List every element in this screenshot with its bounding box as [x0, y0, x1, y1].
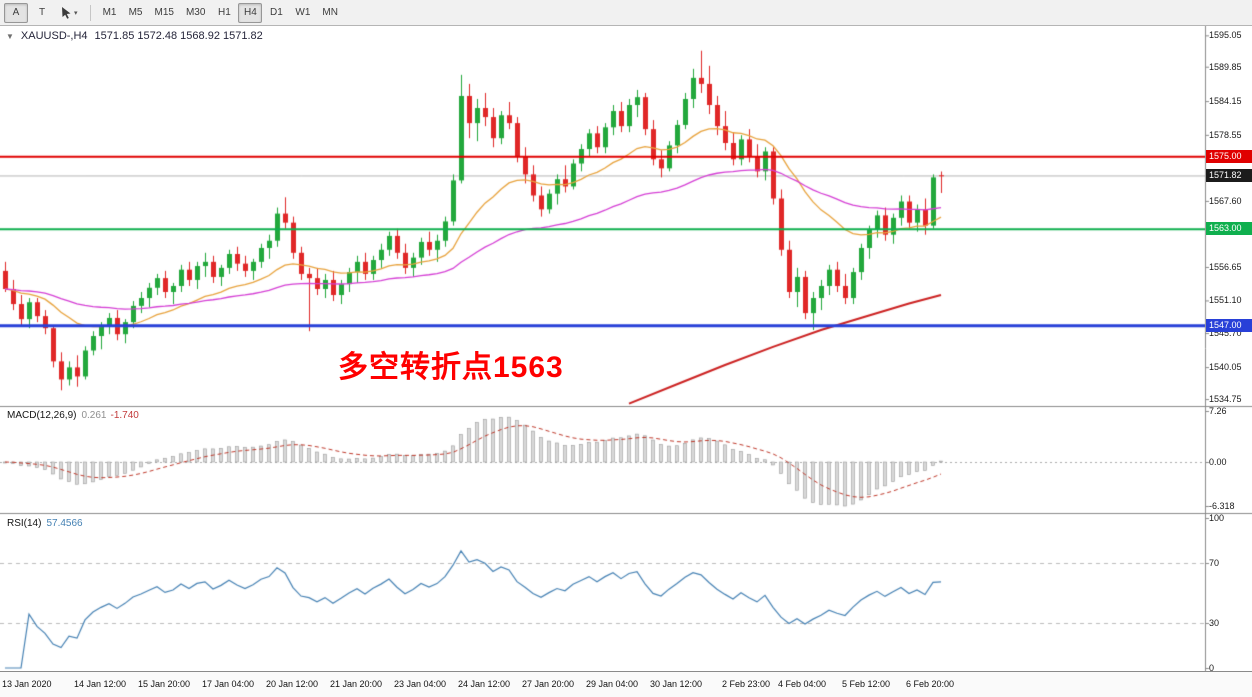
cursor-icon — [62, 6, 71, 19]
toolbar-button-a[interactable]: A — [4, 2, 28, 23]
chart-canvas[interactable] — [0, 26, 1252, 671]
timeframe-button-mn[interactable]: MN — [317, 3, 343, 23]
time-axis-label: 15 Jan 20:00 — [138, 679, 191, 689]
time-axis-label: 5 Feb 12:00 — [842, 679, 891, 689]
rsi-label: RSI(14) 57.4566 — [7, 518, 83, 529]
time-axis-label: 24 Jan 12:00 — [458, 679, 511, 689]
time-axis-label: 4 Feb 04:00 — [778, 679, 827, 689]
time-axis-label: 13 Jan 2020 — [2, 679, 52, 689]
time-axis-label: 29 Jan 04:00 — [586, 679, 639, 689]
time-axis-label: 17 Jan 04:00 — [202, 679, 255, 689]
macd-main-value: 0.261 — [81, 410, 107, 421]
timeframe-group: M1 M5 M15 M30 H1 H4 D1 W1 MN — [98, 2, 343, 23]
chart-annotation-text: 多空转折点1563 — [338, 351, 564, 384]
time-axis-label: 23 Jan 04:00 — [394, 679, 447, 689]
time-axis-label: 6 Feb 20:00 — [906, 679, 955, 689]
time-axis-label: 14 Jan 12:00 — [74, 679, 127, 689]
toolbar-button-t[interactable]: T — [30, 3, 54, 23]
draw-tool-button[interactable]: ▾ — [56, 3, 83, 23]
macd-signal-value: -1.740 — [110, 410, 139, 421]
time-axis-label: 2 Feb 23:00 — [722, 679, 771, 689]
time-axis-label: 30 Jan 12:00 — [650, 679, 703, 689]
rsi-indicator-name: RSI(14) — [7, 518, 42, 529]
ohlc-values: 1571.85 1572.48 1568.92 1571.82 — [94, 30, 263, 42]
time-axis-label: 27 Jan 20:00 — [522, 679, 575, 689]
timeframe-button-m15[interactable]: M15 — [150, 3, 179, 23]
timeframe-button-w1[interactable]: W1 — [290, 3, 315, 23]
macd-label: MACD(12,26,9) 0.261 -1.740 — [7, 410, 139, 421]
symbol-period-label: XAUUSD-,H4 — [20, 30, 88, 42]
timeframe-button-m5[interactable]: M5 — [124, 3, 148, 23]
time-axis[interactable]: 13 Jan 2020 14 Jan 12:00 15 Jan 20:00 17 Ja… — [0, 671, 1252, 697]
timeframe-button-d1[interactable]: D1 — [264, 3, 288, 23]
chevron-down-icon: ▾ — [74, 9, 78, 17]
chart-title: ▼ XAUUSD-,H4 1571.85 1572.48 1568.92 157… — [6, 30, 263, 42]
macd-indicator-name: MACD(12,26,9) — [7, 410, 77, 421]
timeframe-button-m1[interactable]: M1 — [98, 3, 122, 23]
time-axis-label: 20 Jan 12:00 — [266, 679, 319, 689]
timeframe-button-h4[interactable]: H4 — [238, 2, 263, 23]
time-axis-label: 21 Jan 20:00 — [330, 679, 383, 689]
timeframe-button-h1[interactable]: H1 — [212, 3, 236, 23]
timeframe-button-m30[interactable]: M30 — [181, 3, 210, 23]
one-click-trading-toggle[interactable]: ▼ — [6, 31, 14, 41]
rsi-value: 57.4566 — [46, 518, 83, 529]
toolbar-divider — [89, 4, 91, 21]
